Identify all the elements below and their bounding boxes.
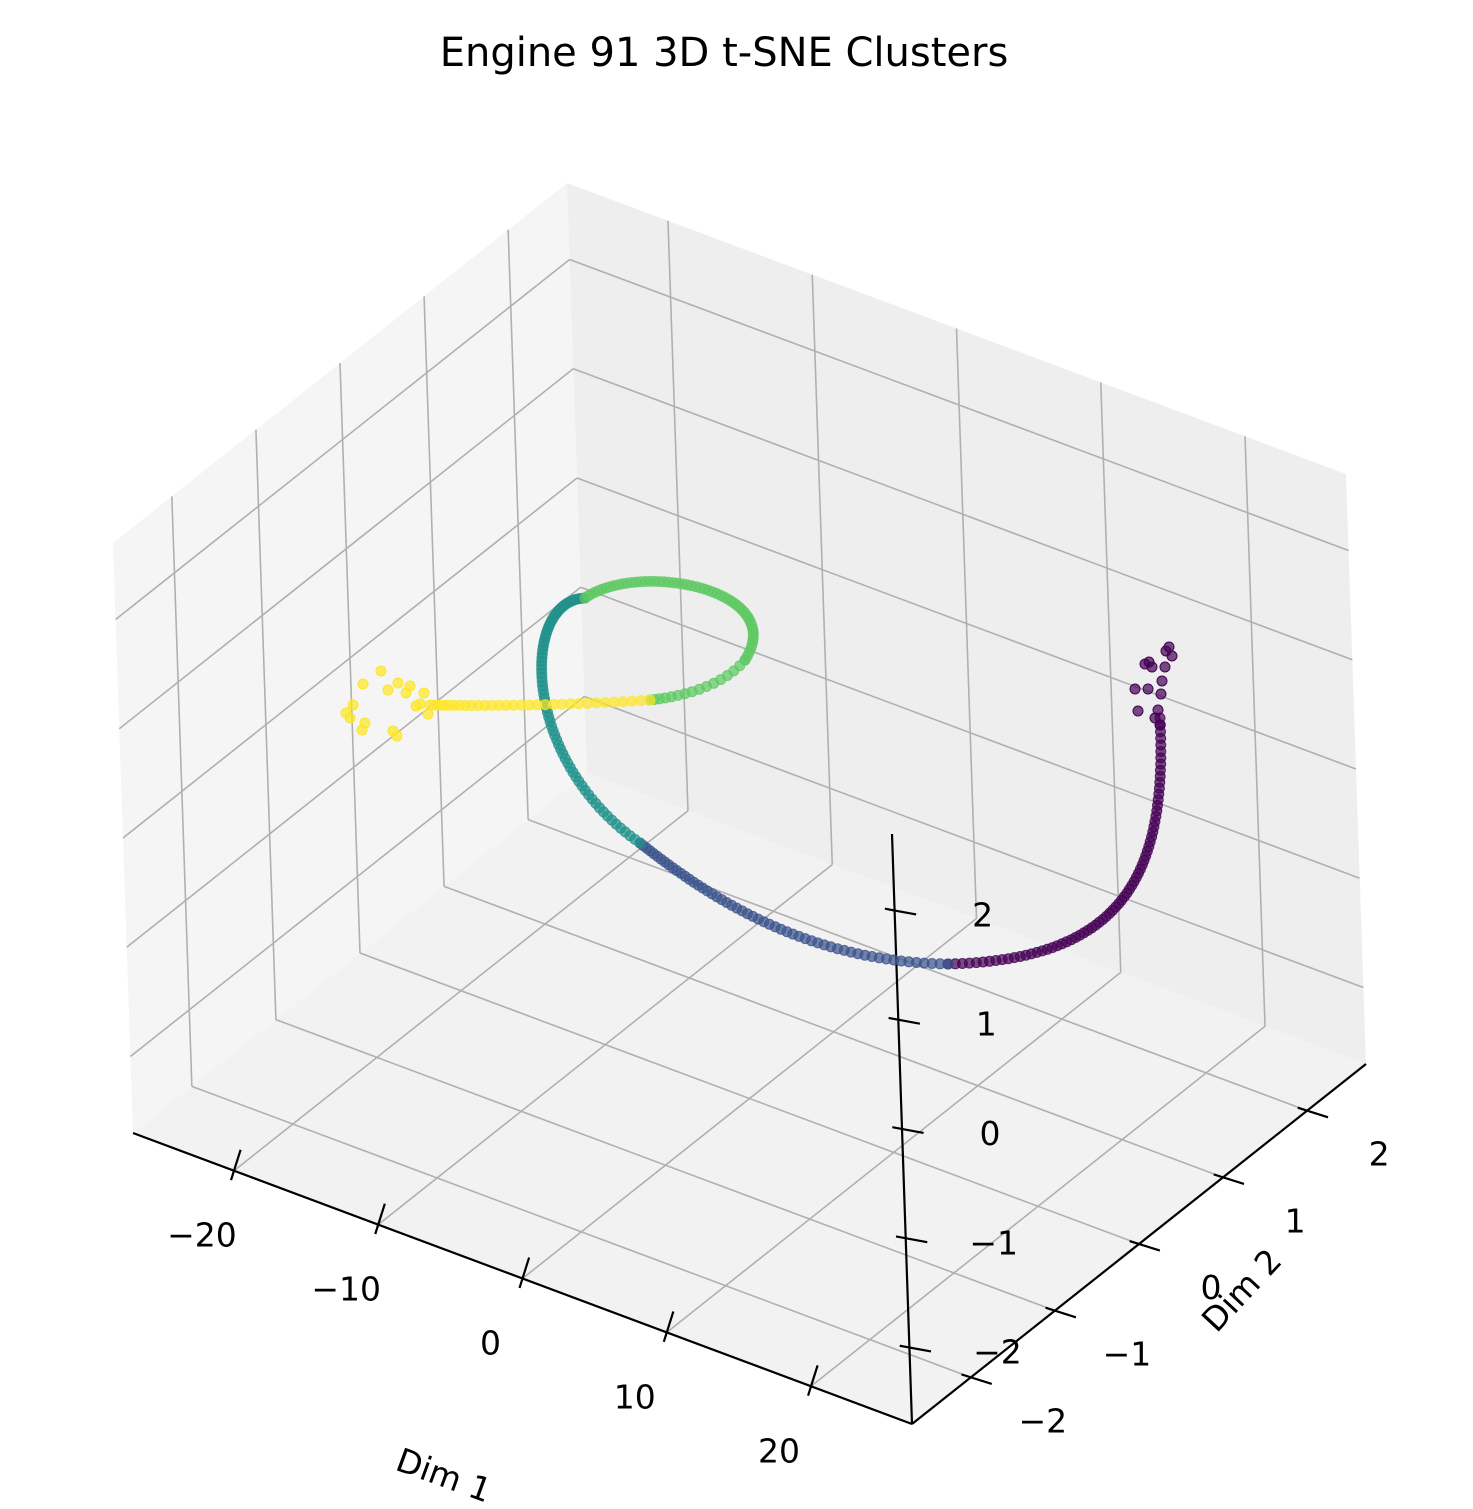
data-point [1159,661,1171,673]
data-point [1146,661,1158,673]
y-tick-tick [961,1373,993,1385]
z-tick-label: 2 [972,895,993,934]
grid-line-z-left [122,477,578,839]
data-point [424,699,436,711]
data-point [1142,683,1154,695]
grid-lines [115,220,1364,1387]
x-tick-tick [806,1365,819,1397]
y-tick-label: 2 [1369,1135,1390,1174]
data-point [382,684,394,696]
data-point [635,695,647,707]
axis-lines [132,833,1367,1426]
y-tick-tick [1045,1306,1077,1319]
data-point [347,699,359,711]
x-tick-label: 0 [480,1324,501,1363]
grid-line-y-floor [443,885,1224,1179]
grid-line-y-floor [275,1018,1056,1312]
y-tick-label: 0 [1201,1268,1222,1307]
y-tick-label: −2 [1019,1401,1068,1440]
data-point [644,694,656,706]
data-point [1132,705,1144,717]
x-tick-tick [229,1149,242,1181]
y-tick-tick [1213,1173,1245,1185]
data-point [1155,688,1167,700]
data-point [375,665,387,677]
grid-line-y-floor [359,952,1140,1245]
x-tick-tick [518,1257,531,1289]
x-axis-label: Dim 1 [391,1440,497,1509]
grid-line-z-left [126,586,582,948]
z-tick-label: 0 [980,1114,1001,1153]
grid-line-z-back [573,367,1353,661]
grid-line-y-floor [191,1085,972,1379]
x-tick-label: 20 [758,1431,800,1470]
data-point [1154,719,1166,731]
grid-line-z-back [580,586,1360,880]
data-point [418,687,430,699]
data-point [357,678,369,690]
data-point [1129,683,1141,695]
z-tick-label: −1 [969,1223,1018,1262]
data-point [1166,650,1178,662]
z-tick-tick [899,1344,932,1353]
z-tick-tick [888,1016,921,1025]
z-tick-label: −2 [973,1333,1022,1372]
grid-line-z-back [584,695,1364,989]
z-tick-label: 1 [976,1005,997,1044]
axes-panes [113,183,1366,1424]
data-point [391,730,403,742]
y-tick-label: −1 [1103,1335,1152,1374]
x-tick-label: −10 [311,1270,381,1309]
data-point [400,687,412,699]
y-tick-tick [1297,1106,1329,1119]
data-point [626,695,638,707]
grid-line-z-back [576,477,1357,770]
grid-line-z-left [118,368,574,730]
data-point [1156,675,1168,687]
data-point [392,677,404,689]
data-point [414,698,426,710]
data-point [356,724,368,736]
data-point [422,708,434,720]
x-tick-tick [662,1311,675,1343]
scatter-points [340,575,1178,970]
x-tick-tick [374,1203,386,1235]
data-point [344,712,356,724]
grid-line-z-left [129,695,585,1058]
grid-line-z-back [569,258,1349,552]
x-tick-label: −20 [167,1216,237,1255]
y-tick-label: 1 [1285,1201,1306,1240]
chart-title: Engine 91 3D t-SNE Clusters [440,30,1009,76]
z-tick-tick [895,1235,928,1244]
x-tick-label: 10 [614,1377,656,1416]
y-tick-tick [1129,1239,1161,1252]
z-tick-tick [884,907,917,916]
z-tick-tick [892,1126,924,1135]
grid-line-z-left [115,258,571,621]
